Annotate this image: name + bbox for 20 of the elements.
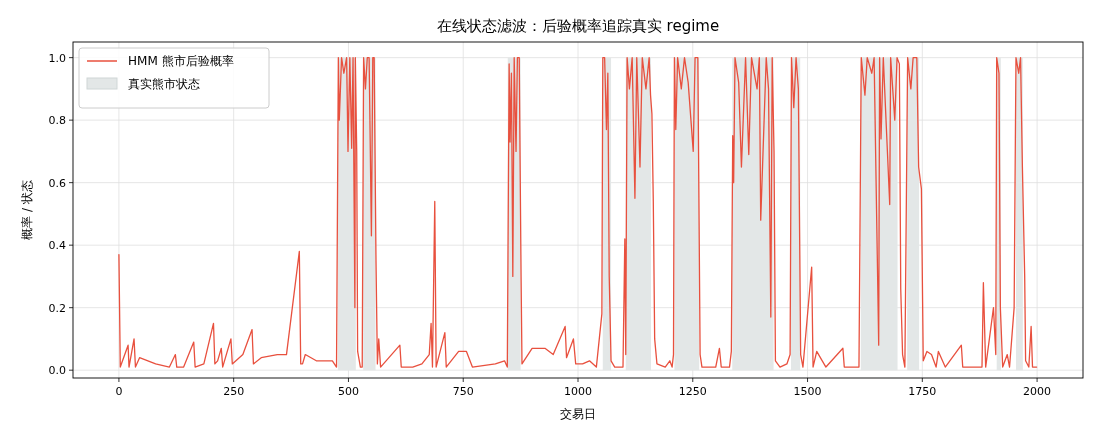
x-tick-label: 2000 — [1023, 385, 1052, 398]
legend-label: HMM 熊市后验概率 — [128, 54, 234, 68]
legend-label: 真实熊市状态 — [128, 77, 200, 91]
y-axis-title: 概率 / 状态 — [20, 180, 34, 240]
x-tick-label: 1750 — [908, 385, 937, 398]
y-tick-label: 0.8 — [48, 114, 66, 128]
x-tick-label: 0 — [115, 385, 123, 398]
x-tick-label: 1000 — [564, 385, 592, 398]
y-tick-label: 0.0 — [48, 364, 66, 378]
y-tick-label: 0.2 — [48, 301, 66, 315]
x-tick-label: 250 — [223, 385, 245, 398]
y-tick-label: 0.4 — [48, 239, 66, 253]
x-tick-label: 500 — [337, 385, 359, 398]
x-tick-label: 1250 — [678, 385, 707, 398]
chart-title: 在线状态滤波：后验概率追踪真实 regime — [436, 17, 720, 35]
y-tick-label: 0.6 — [48, 176, 66, 190]
y-tick-label: 1.0 — [48, 51, 66, 65]
x-axis-title: 交易日 — [560, 407, 596, 421]
x-tick-label: 1500 — [793, 385, 822, 398]
x-tick-label: 750 — [452, 385, 474, 398]
